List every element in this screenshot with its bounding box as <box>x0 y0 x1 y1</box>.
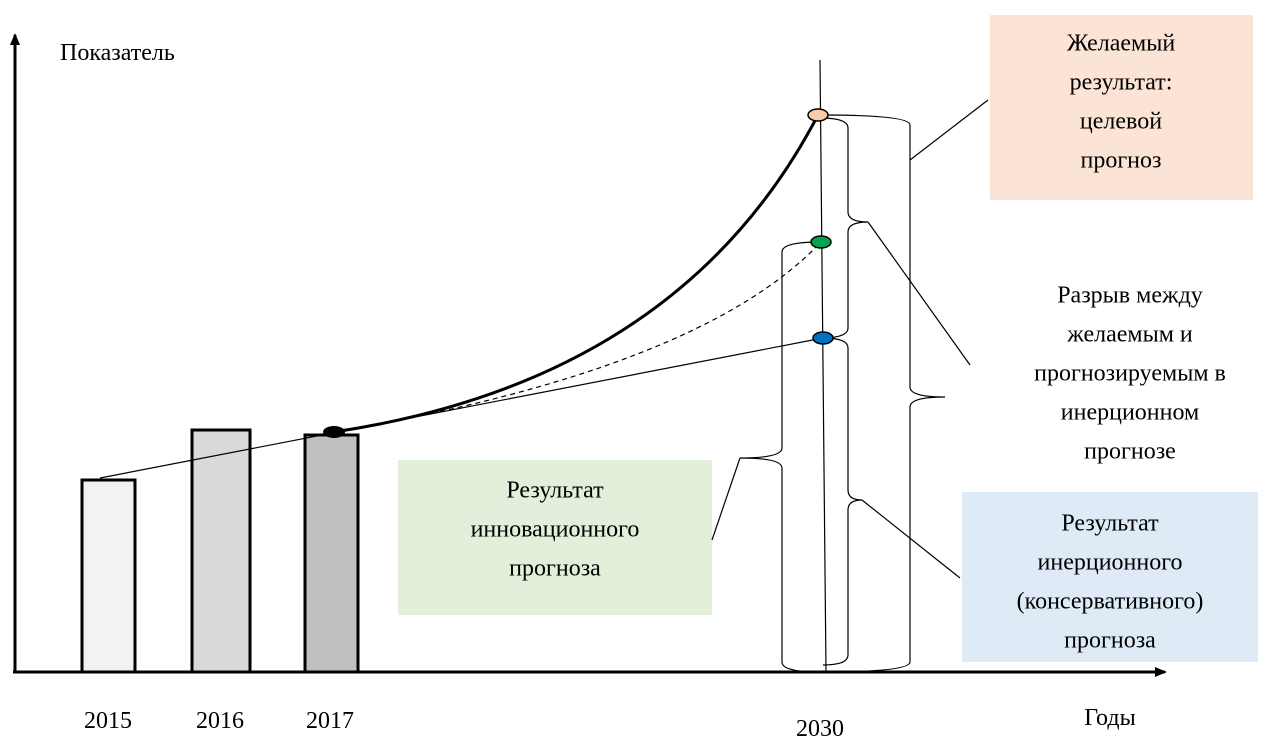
box-text: Желаемый <box>1067 31 1176 57</box>
year-label: 2016 <box>196 708 244 734</box>
x-axis-label: Годы <box>1084 705 1135 731</box>
box-text: прогноза <box>509 556 601 582</box>
box-text: инновационного <box>471 517 640 543</box>
box-text: желаемым и <box>1066 322 1193 348</box>
leader <box>867 221 971 366</box>
box-text: прогноз <box>1080 148 1161 174</box>
brace <box>819 117 869 339</box>
box-text: (консервативного) <box>1017 589 1204 615</box>
y-axis-label: Показатель <box>60 40 175 66</box>
box-text: инерционном <box>1061 400 1199 426</box>
box-text: прогнозе <box>1084 439 1176 465</box>
point <box>812 331 834 345</box>
target-box <box>990 15 1253 200</box>
year-label: 2017 <box>306 708 354 734</box>
brace <box>822 337 863 666</box>
box-text: прогнозируемым в <box>1034 361 1226 387</box>
bar <box>80 478 137 674</box>
box-text: прогноза <box>1064 628 1156 654</box>
bar <box>190 428 252 674</box>
inertial-line <box>99 337 824 479</box>
box-text: инерционного <box>1038 550 1183 576</box>
year-label: 2015 <box>84 708 132 734</box>
box-text: Результат <box>506 478 604 504</box>
brace <box>819 114 946 673</box>
leader <box>711 457 741 541</box>
box-text: результат: <box>1070 70 1173 96</box>
year-line <box>819 59 827 673</box>
braces <box>739 114 946 673</box>
box-text: целевой <box>1080 109 1162 135</box>
leader <box>909 99 989 161</box>
innovation-box <box>398 460 712 615</box>
box-text: Разрыв между <box>1057 283 1203 309</box>
innovation-line <box>333 241 822 433</box>
point <box>810 235 832 249</box>
brace <box>739 241 821 673</box>
inertial-box <box>962 492 1258 662</box>
year-label: 2030 <box>796 716 844 738</box>
point <box>807 108 829 122</box>
point <box>323 426 345 438</box>
leader <box>861 499 961 579</box>
target-line <box>333 114 820 434</box>
bar <box>303 433 360 674</box>
box-text: Результат <box>1061 511 1159 537</box>
